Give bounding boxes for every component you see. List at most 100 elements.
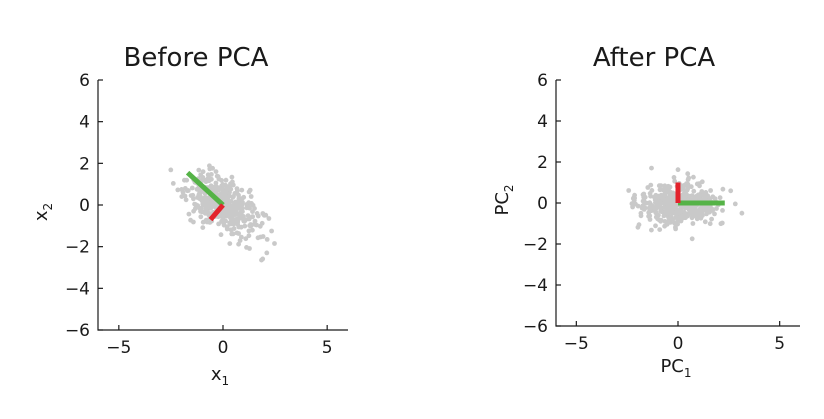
scatter-point bbox=[210, 165, 216, 171]
scatter-point bbox=[175, 187, 181, 193]
scatter-point bbox=[660, 187, 666, 193]
scatter-point bbox=[683, 205, 688, 211]
scatter-point bbox=[641, 198, 647, 204]
x-ticks: −5 0 5 bbox=[106, 325, 333, 358]
scatter-point bbox=[186, 211, 192, 217]
scatter-point bbox=[663, 205, 669, 211]
scatter-point bbox=[682, 215, 688, 221]
y-axis-label-sub: 2 bbox=[502, 184, 516, 192]
x-tick-label: −5 bbox=[564, 334, 589, 354]
scatter-point bbox=[662, 183, 668, 189]
component-line bbox=[185, 170, 225, 207]
scatter-point bbox=[213, 169, 219, 175]
scatter-point bbox=[220, 212, 225, 217]
scatter-point bbox=[189, 185, 195, 191]
scatter-point bbox=[640, 192, 646, 198]
scatter-point bbox=[216, 176, 222, 182]
x-axis-label: PC1 bbox=[660, 356, 691, 380]
x-axis-label-base: x bbox=[211, 364, 222, 385]
scatter-point bbox=[245, 213, 251, 219]
scatter-point bbox=[244, 245, 249, 250]
scatter-point bbox=[717, 195, 723, 201]
scatter-point bbox=[230, 216, 236, 222]
scatter-point bbox=[233, 206, 239, 212]
scatter-point bbox=[675, 167, 681, 173]
scatter-point bbox=[211, 200, 217, 206]
scatter-point bbox=[654, 211, 660, 217]
scatter-point bbox=[194, 186, 200, 192]
scatter-point bbox=[223, 190, 229, 196]
scatter-point bbox=[675, 209, 681, 214]
scatter-point bbox=[653, 223, 658, 229]
component-line bbox=[208, 203, 225, 222]
component-lines bbox=[185, 170, 225, 222]
scatter-point bbox=[247, 205, 253, 211]
scatter-point bbox=[223, 177, 229, 183]
scatter-point bbox=[236, 196, 242, 201]
scatter-point bbox=[206, 178, 212, 184]
scatter-point bbox=[656, 202, 662, 208]
scatter-point bbox=[202, 210, 208, 216]
scatter-point bbox=[635, 224, 641, 230]
y-axis-label-base: x bbox=[31, 210, 52, 221]
scatter-points bbox=[168, 163, 277, 263]
x-ticks: −5 0 5 bbox=[564, 321, 785, 354]
scatter-point bbox=[196, 192, 202, 198]
x-axis-label-base: PC bbox=[660, 356, 683, 377]
scatter-point bbox=[243, 236, 249, 242]
scatter-point bbox=[691, 188, 697, 194]
y-tick-label: −6 bbox=[65, 321, 90, 341]
scatter-point bbox=[182, 177, 187, 183]
scatter-point bbox=[248, 223, 254, 229]
scatter-point bbox=[647, 213, 653, 219]
scatter-point bbox=[168, 167, 174, 173]
scatter-point bbox=[671, 191, 676, 196]
scatter-point bbox=[728, 188, 734, 194]
scatter-point bbox=[241, 194, 247, 200]
scatter-point bbox=[701, 191, 707, 197]
scatter-point bbox=[246, 228, 252, 234]
x-tick-label: 0 bbox=[218, 338, 229, 358]
y-tick-label: −2 bbox=[523, 235, 548, 255]
scatter-point bbox=[647, 217, 653, 222]
scatter-point bbox=[230, 182, 236, 188]
y-tick-label: 0 bbox=[537, 194, 548, 214]
scatter-point bbox=[203, 206, 209, 212]
chart-title: Before PCA bbox=[124, 43, 269, 73]
scatter-point bbox=[720, 186, 726, 192]
x-tick-label: 5 bbox=[322, 338, 333, 358]
scatter-point bbox=[224, 224, 230, 230]
scatter-point bbox=[671, 205, 677, 211]
scatter-point bbox=[255, 213, 261, 219]
scatter-point bbox=[659, 209, 665, 215]
scatter-point bbox=[247, 187, 253, 193]
scatter-point bbox=[655, 216, 660, 222]
scatter-point bbox=[200, 201, 206, 207]
scatter-point bbox=[714, 206, 719, 211]
scatter-point bbox=[234, 230, 240, 236]
scatter-point bbox=[231, 211, 237, 217]
scatter-point bbox=[213, 180, 219, 186]
scatter-point bbox=[264, 250, 270, 256]
y-tick-label: −4 bbox=[65, 279, 90, 299]
scatter-point bbox=[239, 234, 244, 240]
scatter-point bbox=[732, 201, 738, 207]
scatter-point bbox=[686, 175, 692, 181]
x-tick-label: 0 bbox=[673, 334, 684, 354]
scatter-point bbox=[684, 181, 689, 187]
scatter-point bbox=[683, 188, 689, 194]
scatter-point bbox=[182, 193, 188, 199]
scatter-point bbox=[272, 241, 277, 246]
scatter-point bbox=[198, 209, 203, 214]
scatter-point bbox=[266, 216, 272, 221]
scatter-point bbox=[236, 224, 242, 230]
y-ticks: −6 −4 −2 0 2 4 6 bbox=[65, 71, 103, 341]
x-tick-label: −5 bbox=[106, 338, 131, 358]
scatter-point bbox=[633, 201, 638, 207]
y-tick-label: −4 bbox=[523, 276, 548, 296]
scatter-point bbox=[260, 234, 266, 239]
scatter-point bbox=[232, 191, 238, 196]
scatter-point bbox=[645, 185, 651, 190]
